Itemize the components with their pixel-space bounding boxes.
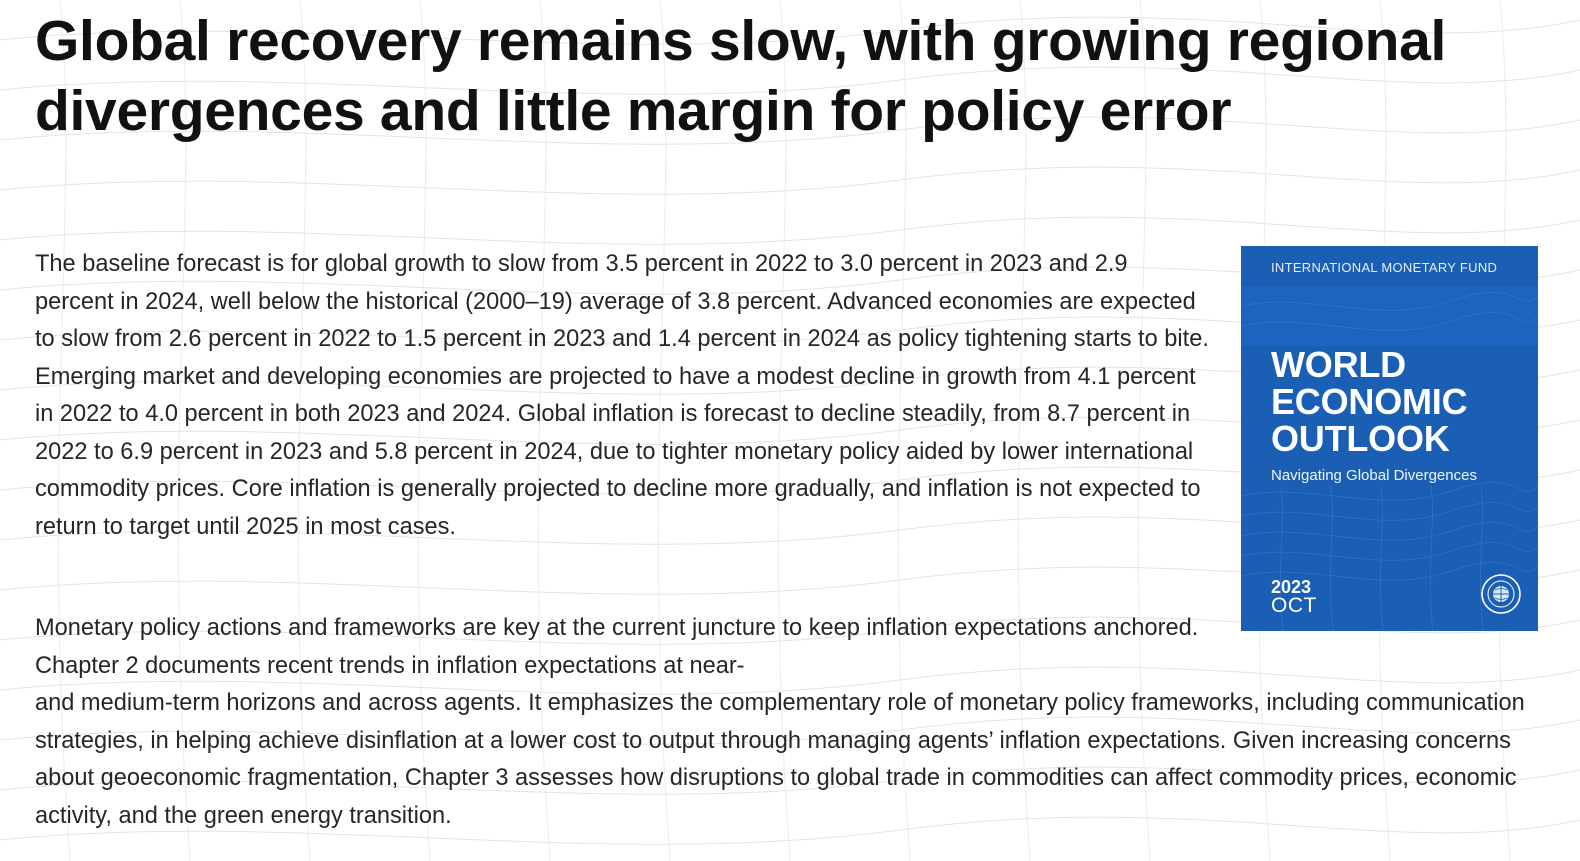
paragraph-monetary-policy-continuation: and medium-term horizons and across agen…: [35, 690, 1525, 829]
article: Global recovery remains slow, with growi…: [35, 0, 1545, 829]
weo-report-cover[interactable]: INTERNATIONAL MONETARY FUND WORLD ECONOM…: [1241, 246, 1538, 631]
imf-seal-icon: [1481, 574, 1521, 614]
page-title: Global recovery remains slow, with growi…: [35, 9, 1447, 143]
cover-title-line: ECONOMIC: [1271, 381, 1468, 422]
cover-title: WORLD ECONOMIC OUTLOOK: [1271, 344, 1468, 459]
cover-organization: INTERNATIONAL MONETARY FUND: [1271, 260, 1498, 275]
cover-title-line: WORLD: [1271, 344, 1406, 385]
cover-month: OCT: [1271, 594, 1317, 617]
paragraph-monetary-policy-lead: Monetary policy actions and frameworks a…: [35, 615, 1199, 679]
paragraph-monetary-policy: Monetary policy actions and frameworks a…: [35, 610, 1535, 835]
cover-year: 2023: [1271, 577, 1312, 597]
paragraph-forecast: The baseline forecast is for global grow…: [35, 251, 1209, 540]
cover-mesh-pattern: [1241, 246, 1538, 631]
cover-subtitle: Navigating Global Divergences: [1271, 467, 1477, 484]
cover-title-line: OUTLOOK: [1271, 418, 1450, 459]
